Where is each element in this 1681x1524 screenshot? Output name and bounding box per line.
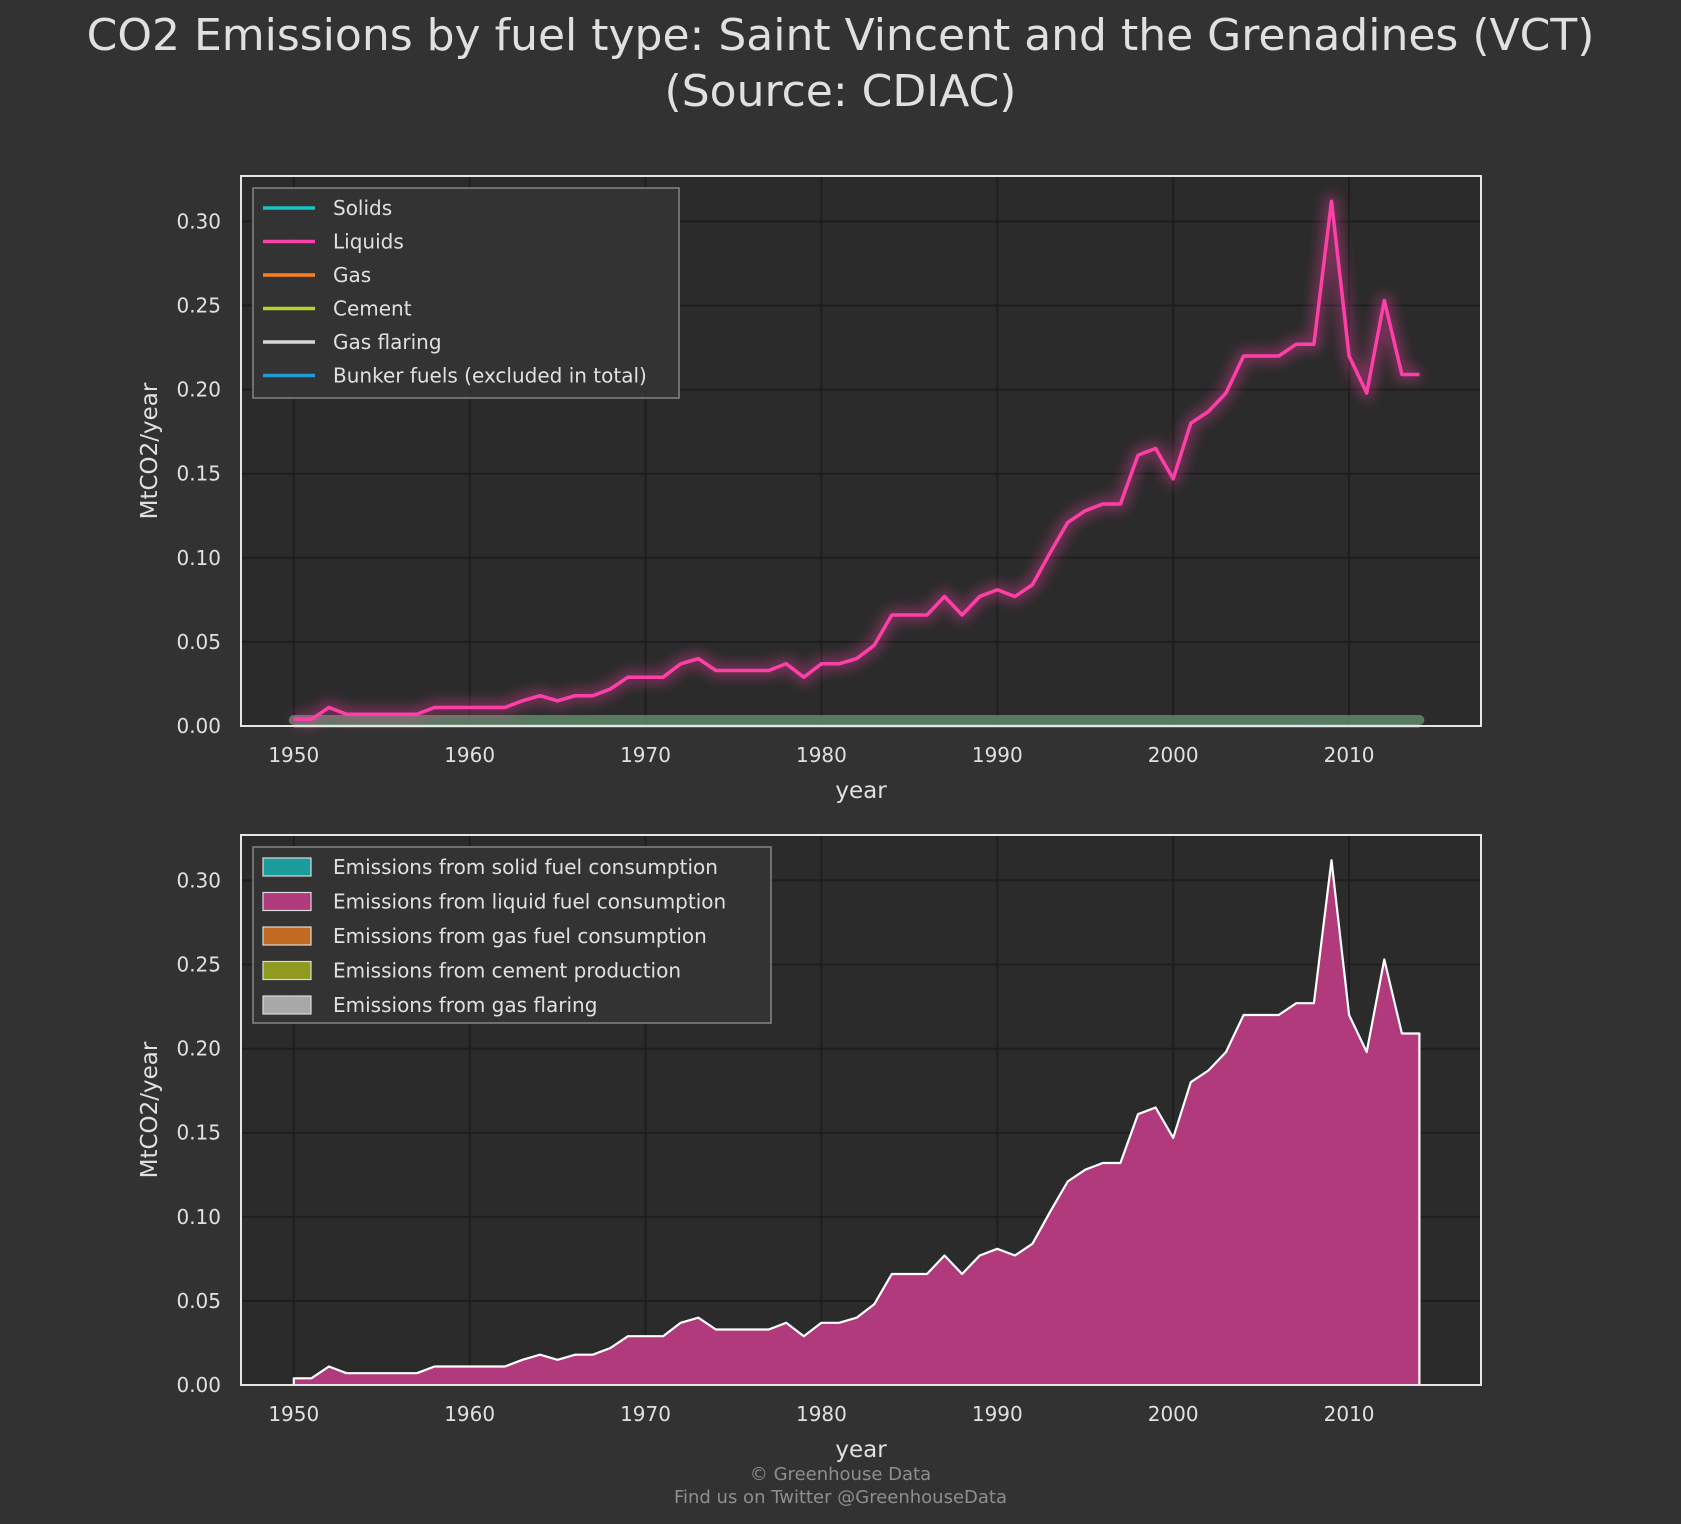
x-tick-label: 1970 <box>620 1402 671 1426</box>
x-tick-label: 1960 <box>444 743 495 767</box>
y-tick-label: 0.30 <box>176 868 221 892</box>
y-tick-label: 0.05 <box>176 1289 221 1313</box>
x-tick-label: 2010 <box>1324 1402 1375 1426</box>
legend-box <box>252 187 680 399</box>
y-tick-label: 0.00 <box>176 1373 221 1397</box>
chart-title-line-1: CO2 Emissions by fuel type: Saint Vincen… <box>86 10 1595 61</box>
legend-label: Cement <box>333 297 412 321</box>
x-tick-label: 1970 <box>620 743 671 767</box>
legend-label: Liquids <box>333 230 404 254</box>
legend-label: Emissions from cement production <box>333 959 681 983</box>
y-axis-label: MtCO2/year <box>137 382 163 519</box>
y-tick-label: 0.00 <box>176 714 221 738</box>
footer-copyright: © Greenhouse Data <box>749 1464 932 1485</box>
area-legend: Emissions from solid fuel consumption Emi… <box>252 846 772 1024</box>
plot-frame <box>240 175 1482 727</box>
y-tick-label: 0.15 <box>176 462 221 486</box>
area-total-outline <box>292 859 1421 1385</box>
y-tick-label: 0.05 <box>176 630 221 654</box>
legend-swatch <box>262 960 312 981</box>
x-tick-label: 1960 <box>444 1402 495 1426</box>
plot-frame <box>240 834 1482 1386</box>
legend-label: Emissions from gas fuel consumption <box>333 924 707 948</box>
x-tick-label: 1990 <box>972 1402 1023 1426</box>
area-liquid-fuel <box>293 860 1420 1385</box>
chart-title-line-2: (Source: CDIAC) <box>664 66 1017 117</box>
series-line-liquids <box>293 199 1420 722</box>
chart-title: CO2 Emissions by fuel type: Saint Vincen… <box>0 8 1681 120</box>
y-tick-label: 0.20 <box>176 378 221 402</box>
legend-swatch <box>262 995 312 1015</box>
x-tick-label: 1990 <box>972 743 1023 767</box>
x-tick-label: 1980 <box>796 1402 847 1426</box>
legend-swatch <box>262 926 312 946</box>
legend-swatch <box>262 857 312 877</box>
y-axis-label: MtCO2/year <box>137 1041 163 1178</box>
legend-label: Gas flaring <box>333 330 442 354</box>
footer-twitter: Find us on Twitter @GreenhouseData <box>673 1487 1008 1508</box>
legend-label: Emissions from solid fuel consumption <box>333 855 718 879</box>
legend-label: Solids <box>333 196 392 220</box>
legend-label: Emissions from gas flaring <box>333 993 597 1017</box>
legend-swatch <box>262 891 312 912</box>
legend-label: Bunker fuels (excluded in total) <box>333 364 647 388</box>
x-axis-label: year <box>835 1437 887 1463</box>
area-chart-panel: 1950 1960 1970 1980 1990 2000 2010 0.00 0.05 0.10… <box>137 834 1482 1463</box>
line-legend: Solids Liquids Gas Cement Gas flaring Bunker … <box>252 187 680 399</box>
y-tick-label: 0.25 <box>176 953 221 977</box>
x-tick-label: 1980 <box>796 743 847 767</box>
x-axis-label: year <box>835 778 887 804</box>
legend-label: Gas <box>333 263 371 287</box>
y-tick-label: 0.10 <box>176 1205 221 1229</box>
y-tick-label: 0.15 <box>176 1121 221 1145</box>
line-chart-panel: 1950 1960 1970 1980 1990 2000 2010 0.00 0.05 0.10… <box>137 175 1482 804</box>
x-tick-label: 2000 <box>1148 743 1199 767</box>
x-tick-label: 1950 <box>268 743 319 767</box>
x-tick-label: 2000 <box>1148 1402 1199 1426</box>
y-tick-label: 0.10 <box>176 546 221 570</box>
x-tick-label: 1950 <box>268 1402 319 1426</box>
legend-box <box>252 846 772 1024</box>
y-tick-label: 0.20 <box>176 1037 221 1061</box>
x-tick-label: 2010 <box>1324 743 1375 767</box>
y-tick-label: 0.30 <box>176 209 221 233</box>
y-tick-label: 0.25 <box>176 294 221 318</box>
legend-label: Emissions from liquid fuel consumption <box>333 890 726 914</box>
